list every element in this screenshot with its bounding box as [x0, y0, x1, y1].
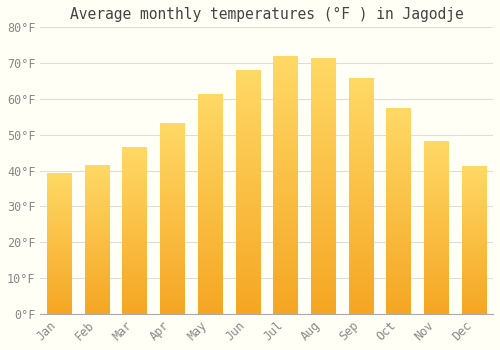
- Title: Average monthly temperatures (°F ) in Jagodje: Average monthly temperatures (°F ) in Ja…: [70, 7, 464, 22]
